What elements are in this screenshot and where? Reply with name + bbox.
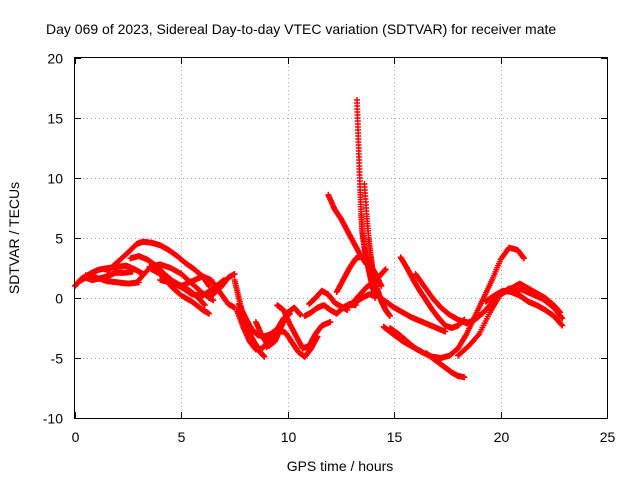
series-arc-24 <box>348 291 449 335</box>
data-point <box>559 315 566 322</box>
axis-ticks: 0 5 10 15 20 25 -10 -5 0 5 10 15 20 <box>43 51 616 446</box>
series-arc-10 <box>206 271 238 301</box>
series-arc-12 <box>233 307 285 353</box>
data-point <box>261 353 268 360</box>
x-tick-label: 20 <box>494 429 510 445</box>
data-point <box>327 319 334 325</box>
x-axis-title: GPS time / hours <box>287 458 394 474</box>
grid <box>75 58 607 418</box>
data-point <box>231 271 238 277</box>
series-arc-29 <box>380 323 425 355</box>
series-arc-15 <box>263 327 321 360</box>
y-tick-label: 15 <box>47 111 63 127</box>
plot-frame <box>74 57 608 419</box>
y-tick-label: 5 <box>55 231 63 247</box>
data-point <box>129 268 136 275</box>
data-point <box>382 266 389 273</box>
data-point <box>558 321 565 328</box>
data-point <box>206 283 213 289</box>
series-arc-32 <box>508 280 564 316</box>
data-points <box>72 97 566 381</box>
y-tick-label: 0 <box>55 291 63 307</box>
y-axis-title: SDTVAR / TECUs <box>6 182 22 294</box>
x-tick-label: 25 <box>600 429 616 445</box>
data-point <box>461 374 468 381</box>
series-arc-31 <box>482 287 566 329</box>
data-point <box>206 310 213 317</box>
y-tick-label: -5 <box>51 351 64 367</box>
data-point <box>558 314 565 321</box>
data-point <box>201 302 208 309</box>
series-arc-16 <box>274 302 334 352</box>
y-tick-label: -10 <box>43 411 63 427</box>
series-arc-28 <box>423 350 468 381</box>
y-tick-label: 10 <box>47 171 63 187</box>
data-point <box>559 322 566 329</box>
data-point <box>386 313 393 319</box>
series-arc-3 <box>82 272 142 287</box>
x-tick-label: 0 <box>72 429 80 445</box>
chart-title: Day 069 of 2023, Sidereal Day-to-day VTE… <box>46 21 556 37</box>
data-point <box>475 332 482 339</box>
x-tick-label: 10 <box>281 429 297 445</box>
data-point <box>418 349 425 355</box>
data-point <box>557 309 564 316</box>
data-point <box>378 283 385 289</box>
x-tick-label: 5 <box>178 429 186 445</box>
data-point <box>210 297 217 304</box>
data-point <box>442 328 449 335</box>
series-arc-27 <box>412 271 521 327</box>
data-point <box>521 255 528 262</box>
series-arc-23 <box>344 266 389 311</box>
data-point <box>297 311 304 318</box>
x-tick-label: 15 <box>387 429 403 445</box>
y-tick-label: 20 <box>47 51 63 67</box>
